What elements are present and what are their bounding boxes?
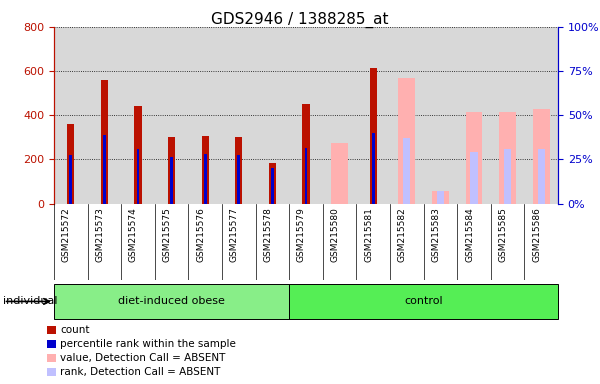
- Text: GSM215580: GSM215580: [331, 207, 340, 262]
- Text: GSM215576: GSM215576: [196, 207, 205, 262]
- Bar: [101, 80, 108, 204]
- Bar: [103, 135, 106, 204]
- Bar: [372, 133, 374, 204]
- Text: control: control: [404, 296, 443, 306]
- Bar: [269, 163, 276, 204]
- Bar: [470, 152, 478, 204]
- Bar: [305, 148, 307, 204]
- Text: GSM215578: GSM215578: [263, 207, 272, 262]
- Text: value, Detection Call = ABSENT: value, Detection Call = ABSENT: [60, 353, 226, 363]
- Bar: [403, 138, 410, 204]
- Bar: [235, 137, 242, 204]
- Bar: [168, 137, 175, 204]
- Bar: [398, 78, 415, 204]
- Text: GSM215584: GSM215584: [465, 207, 474, 262]
- Bar: [170, 157, 173, 204]
- Bar: [533, 109, 550, 204]
- Bar: [67, 124, 74, 204]
- Bar: [137, 149, 139, 204]
- Text: diet-induced obese: diet-induced obese: [118, 296, 225, 306]
- Text: GSM215577: GSM215577: [230, 207, 239, 262]
- Text: individual: individual: [3, 296, 58, 306]
- Text: GSM215583: GSM215583: [431, 207, 440, 262]
- Text: GSM215585: GSM215585: [499, 207, 508, 262]
- Text: GSM215572: GSM215572: [62, 207, 71, 262]
- Bar: [538, 149, 545, 204]
- Text: GSM215581: GSM215581: [364, 207, 373, 262]
- Bar: [499, 112, 516, 204]
- Bar: [271, 168, 274, 204]
- Text: GSM215574: GSM215574: [129, 207, 138, 262]
- Text: GSM215573: GSM215573: [95, 207, 104, 262]
- Bar: [370, 68, 377, 204]
- Bar: [70, 155, 72, 204]
- Text: GDS2946 / 1388285_at: GDS2946 / 1388285_at: [211, 12, 389, 28]
- Text: GSM215582: GSM215582: [398, 207, 407, 262]
- Bar: [289, 284, 558, 319]
- Text: GSM215575: GSM215575: [163, 207, 172, 262]
- Bar: [54, 284, 289, 319]
- Bar: [202, 136, 209, 204]
- Bar: [504, 149, 511, 204]
- Bar: [331, 143, 348, 204]
- Text: percentile rank within the sample: percentile rank within the sample: [60, 339, 236, 349]
- Bar: [437, 191, 444, 204]
- Bar: [238, 155, 240, 204]
- Text: rank, Detection Call = ABSENT: rank, Detection Call = ABSENT: [60, 367, 220, 377]
- Bar: [466, 112, 482, 204]
- Text: count: count: [60, 325, 89, 335]
- Bar: [432, 191, 449, 204]
- Bar: [134, 106, 142, 204]
- Text: GSM215579: GSM215579: [297, 207, 306, 262]
- Bar: [302, 104, 310, 204]
- Bar: [204, 154, 206, 204]
- Text: GSM215586: GSM215586: [532, 207, 541, 262]
